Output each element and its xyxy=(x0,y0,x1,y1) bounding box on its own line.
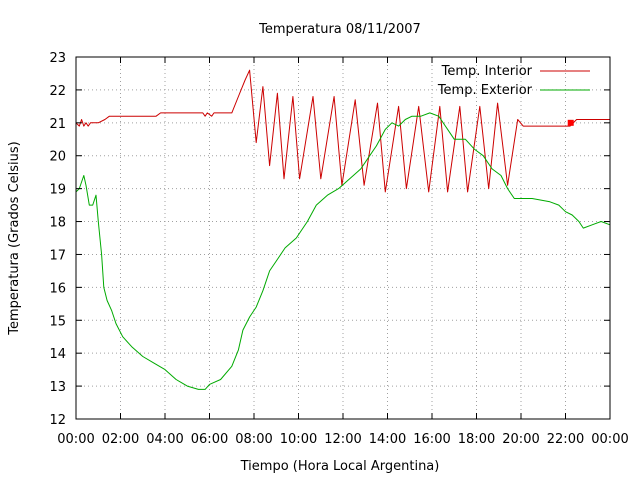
x-tick-label: 00:00 xyxy=(57,432,94,447)
grid-lines xyxy=(76,57,610,419)
axis-ticks xyxy=(75,56,611,420)
y-tick-label: 17 xyxy=(49,248,66,263)
y-tick-labels: 12 13 14 15 16 17 18 19 20 21 22 23 xyxy=(49,51,66,428)
series-group xyxy=(75,69,611,390)
x-tick-labels: 00:00 02:00 04:00 06:00 08:00 10:00 12:00 14:00… xyxy=(57,432,628,447)
y-tick-label: 14 xyxy=(49,347,66,362)
legend: Temp. Interior Temp. Exterior xyxy=(437,64,590,98)
x-tick-label: 16:00 xyxy=(413,432,450,447)
chart-title: Temperatura 08/11/2007 xyxy=(258,22,421,37)
x-tick-label: 06:00 xyxy=(191,432,228,447)
y-tick-label: 12 xyxy=(49,413,66,428)
y-tick-label: 19 xyxy=(49,183,66,198)
y-tick-label: 13 xyxy=(49,380,66,395)
x-tick-label: 14:00 xyxy=(369,432,406,447)
x-tick-label: 22:00 xyxy=(547,432,584,447)
y-axis-label: Temperatura (Grados Celsius) xyxy=(7,141,22,335)
x-tick-label: 04:00 xyxy=(146,432,183,447)
x-axis-label: Tiempo (Hora Local Argentina) xyxy=(240,459,440,474)
legend-label-exterior: Temp. Exterior xyxy=(437,83,533,98)
legend-label-interior: Temp. Interior xyxy=(441,64,533,79)
y-tick-label: 23 xyxy=(49,51,66,66)
series-line-interior xyxy=(75,69,610,193)
y-tick-label: 16 xyxy=(49,281,66,296)
x-tick-label: 18:00 xyxy=(458,432,495,447)
y-tick-label: 20 xyxy=(49,150,66,165)
x-tick-label: 02:00 xyxy=(102,432,139,447)
y-tick-label: 15 xyxy=(49,314,66,329)
x-tick-label: 00:00 xyxy=(591,432,628,447)
y-tick-label: 18 xyxy=(49,216,66,231)
series-line-exterior xyxy=(75,112,611,390)
x-tick-label: 08:00 xyxy=(235,432,272,447)
data-marker xyxy=(567,119,574,126)
x-tick-label: 10:00 xyxy=(280,432,317,447)
y-tick-label: 21 xyxy=(49,117,66,132)
y-tick-label: 22 xyxy=(49,84,66,99)
x-tick-label: 20:00 xyxy=(502,432,539,447)
x-tick-label: 12:00 xyxy=(324,432,361,447)
